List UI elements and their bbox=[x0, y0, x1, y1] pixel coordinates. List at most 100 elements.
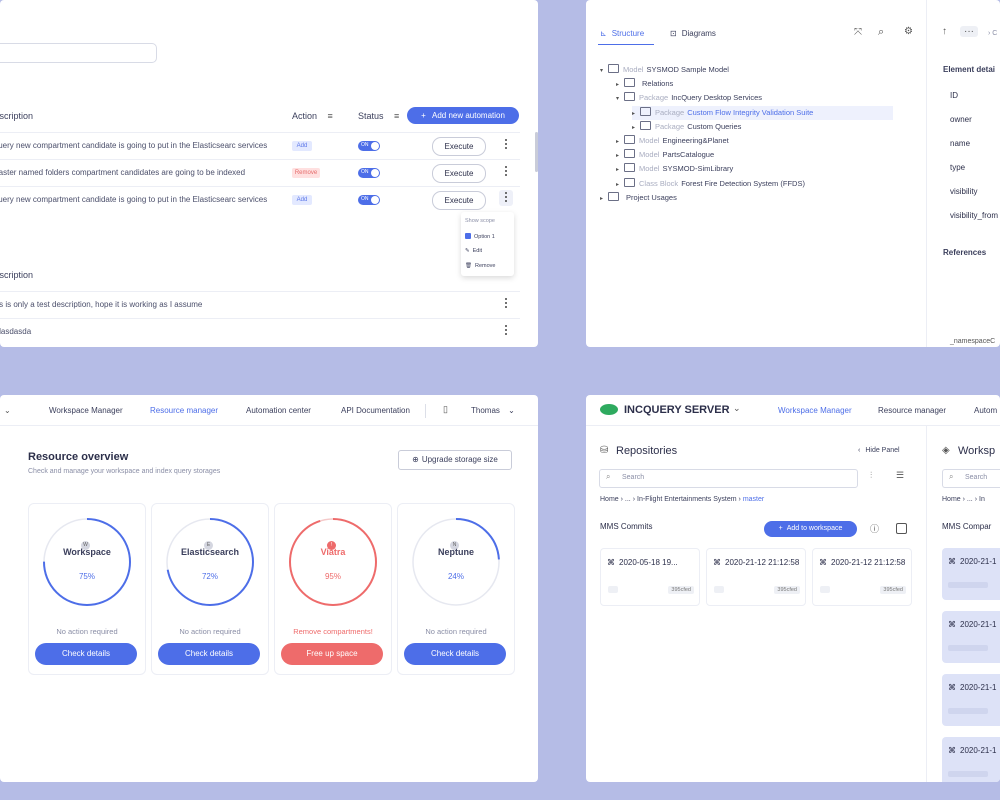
table-row[interactable]: Master named folders compartment candida… bbox=[0, 159, 520, 186]
breadcrumb-item[interactable]: ... bbox=[966, 496, 973, 503]
table-row[interactable]: asdasdasda bbox=[0, 318, 520, 345]
nav-workspace-manager[interactable]: Workspace Manager bbox=[778, 406, 852, 415]
nav-workspace-manager[interactable]: Workspace Manager bbox=[49, 406, 123, 415]
database-icon: ⛁ bbox=[600, 445, 609, 456]
user-menu[interactable]: Thomas ⌄ bbox=[471, 406, 515, 415]
tree-item[interactable]: ▸ Package Custom Queries bbox=[632, 120, 741, 134]
settings-icon[interactable]: ⚙ bbox=[904, 26, 913, 37]
execute-button[interactable]: Execute bbox=[432, 164, 486, 183]
scrollbar[interactable] bbox=[535, 132, 538, 172]
column-status[interactable]: Status ≡ bbox=[358, 111, 399, 121]
workspace-search-input[interactable]: ⌕ Search bbox=[942, 469, 1000, 488]
breadcrumb-item-current[interactable]: master bbox=[742, 496, 765, 503]
table-row[interactable]: Query new compartment candidate is going… bbox=[0, 132, 520, 159]
commit-card[interactable]: ⌘ 2020-21-12 21:12:58 395cfed bbox=[706, 548, 806, 606]
usage-ring bbox=[412, 518, 500, 606]
plus-icon: + bbox=[778, 525, 783, 532]
tab-diagrams[interactable]: ⊡ Diagrams bbox=[670, 29, 716, 38]
tree-item[interactable]: ▾ Package IncQuery Desktop Services bbox=[616, 91, 762, 105]
commit-card[interactable]: ⌘ 2020-21-12 21:12:58 395cfed bbox=[812, 548, 912, 606]
checkbox-checked-icon bbox=[465, 233, 471, 239]
workspace-item[interactable]: ⌘ 2020-21-1 bbox=[942, 674, 1000, 726]
hide-panel-button[interactable]: ‹ Hide Panel bbox=[858, 447, 900, 454]
check-details-button[interactable]: Check details bbox=[158, 643, 260, 665]
tree-item[interactable]: ▸ Model SYSMOD-SimLibrary bbox=[616, 162, 733, 176]
chevron-right-icon[interactable]: ▸ bbox=[616, 139, 620, 145]
more-icon[interactable] bbox=[503, 166, 509, 178]
collapse-icon[interactable]: ⤧ bbox=[854, 27, 862, 38]
more-icon[interactable] bbox=[503, 325, 509, 337]
more-horizontal-icon[interactable]: ··· bbox=[960, 26, 978, 37]
select-all-checkbox[interactable] bbox=[896, 523, 907, 534]
execute-button[interactable]: Execute bbox=[432, 191, 486, 210]
breadcrumb-item[interactable]: ... bbox=[624, 496, 631, 503]
more-icon[interactable] bbox=[499, 190, 513, 206]
tree-item[interactable]: ▸ Model PartsCatalogue bbox=[616, 148, 714, 162]
status-toggle[interactable]: ON bbox=[358, 168, 380, 178]
filter-icon[interactable]: ≡ bbox=[394, 111, 400, 121]
chevron-right-icon[interactable]: ▸ bbox=[616, 181, 620, 188]
chevron-right-icon[interactable]: ▸ bbox=[616, 167, 620, 174]
automation-search-input[interactable] bbox=[0, 43, 157, 63]
tab-structure[interactable]: ⊾ Structure bbox=[600, 29, 644, 38]
workspace-item-label: 2020-21-1 bbox=[960, 683, 997, 692]
list-view-icon[interactable]: ☰ bbox=[896, 470, 905, 480]
commit-card[interactable]: ⌘ 2020-05-18 19... 395cfed bbox=[600, 548, 700, 606]
chevron-right-icon[interactable]: ▸ bbox=[632, 124, 636, 131]
breadcrumb-item[interactable]: In-Flight Entertainments System bbox=[637, 496, 737, 503]
tree-item[interactable]: ▸ Relations bbox=[616, 77, 673, 91]
execute-button[interactable]: Execute bbox=[432, 137, 486, 156]
nav-resource-manager[interactable]: Resource manager bbox=[150, 406, 219, 415]
workspace-item[interactable]: ⌘ 2020-21-1 bbox=[942, 611, 1000, 663]
filter-icon[interactable]: ⫶ bbox=[870, 470, 873, 480]
namespace-label: _namespaceC bbox=[950, 338, 996, 345]
add-to-workspace-button[interactable]: + Add to workspace bbox=[764, 521, 857, 537]
nav-automation-center[interactable]: Automation center bbox=[246, 406, 311, 415]
breadcrumb-item[interactable]: Home bbox=[600, 496, 619, 503]
chevron-right-icon[interactable]: ▸ bbox=[600, 195, 604, 202]
search-icon[interactable]: ⌕ bbox=[878, 26, 885, 38]
more-icon[interactable] bbox=[503, 139, 509, 151]
tree-item[interactable]: ▸ Package Custom Flow Integrity Validation… bbox=[632, 105, 893, 120]
tree-item[interactable]: ▸ Class Block Forest Fire Detection System… bbox=[616, 177, 805, 191]
chevron-down-icon[interactable]: ▾ bbox=[600, 68, 604, 74]
chevron-right-icon[interactable]: ▸ bbox=[616, 153, 620, 160]
chevron-down-icon[interactable]: ▾ bbox=[616, 96, 620, 103]
repository-search-input[interactable]: ⌕ Search bbox=[599, 469, 858, 488]
document-icon[interactable]: ▯ bbox=[443, 404, 448, 414]
chevron-right-icon[interactable]: ▸ bbox=[616, 82, 620, 89]
chevron-down-icon[interactable]: ⌄ bbox=[733, 403, 741, 413]
table-row[interactable]: Query new compartment candidate is going… bbox=[0, 186, 520, 213]
tree-item[interactable]: ▸ Project Usages bbox=[600, 191, 677, 205]
info-icon[interactable]: ⓘ bbox=[870, 524, 880, 534]
nav-resource-manager[interactable]: Resource manager bbox=[878, 406, 947, 415]
nav-api-documentation[interactable]: API Documentation bbox=[341, 406, 410, 415]
tree-item[interactable]: ▾ Model SYSMOD Sample Model bbox=[600, 63, 729, 77]
free-up-space-button[interactable]: Free up space bbox=[281, 643, 383, 665]
menu-item-option1[interactable]: Option 1 bbox=[465, 233, 495, 240]
filter-icon[interactable]: ≡ bbox=[327, 111, 333, 121]
breadcrumb-item[interactable]: In bbox=[979, 496, 985, 503]
chevron-down-icon[interactable]: ⌄ bbox=[4, 406, 11, 415]
table-row[interactable]: This is only a test description, hope it… bbox=[0, 291, 520, 318]
check-details-button[interactable]: Check details bbox=[404, 643, 506, 665]
workspace-item[interactable]: ⌘ 2020-21-1 bbox=[942, 548, 1000, 600]
nav-automation[interactable]: Autom bbox=[974, 406, 998, 415]
status-toggle[interactable]: ON bbox=[358, 195, 380, 205]
up-arrow-icon[interactable]: ↑ bbox=[942, 26, 947, 37]
status-toggle[interactable]: ON bbox=[358, 141, 380, 151]
tree-item-label: SYSMOD Sample Model bbox=[646, 65, 729, 74]
menu-item-remove[interactable]: 🗑 Remove bbox=[465, 263, 495, 269]
workspace-item[interactable]: ⌘ 2020-21-1 bbox=[942, 737, 1000, 782]
add-new-automation-button[interactable]: + Add new automation bbox=[407, 107, 519, 124]
commit-hash: 395cfed bbox=[880, 586, 906, 594]
chevron-right-icon[interactable]: ▸ bbox=[632, 110, 636, 117]
upgrade-storage-button[interactable]: ⊕ Upgrade storage size bbox=[398, 450, 512, 470]
menu-item-edit[interactable]: ✎ Edit bbox=[465, 248, 482, 254]
tree-item[interactable]: ▸ Model Engineering&Planet bbox=[616, 134, 729, 148]
check-details-button[interactable]: Check details bbox=[35, 643, 137, 665]
breadcrumb-item[interactable]: Home bbox=[942, 496, 961, 503]
column-action[interactable]: Action ≡ bbox=[292, 111, 333, 121]
workspace-title: Worksp bbox=[958, 445, 996, 457]
more-icon[interactable] bbox=[503, 298, 509, 310]
